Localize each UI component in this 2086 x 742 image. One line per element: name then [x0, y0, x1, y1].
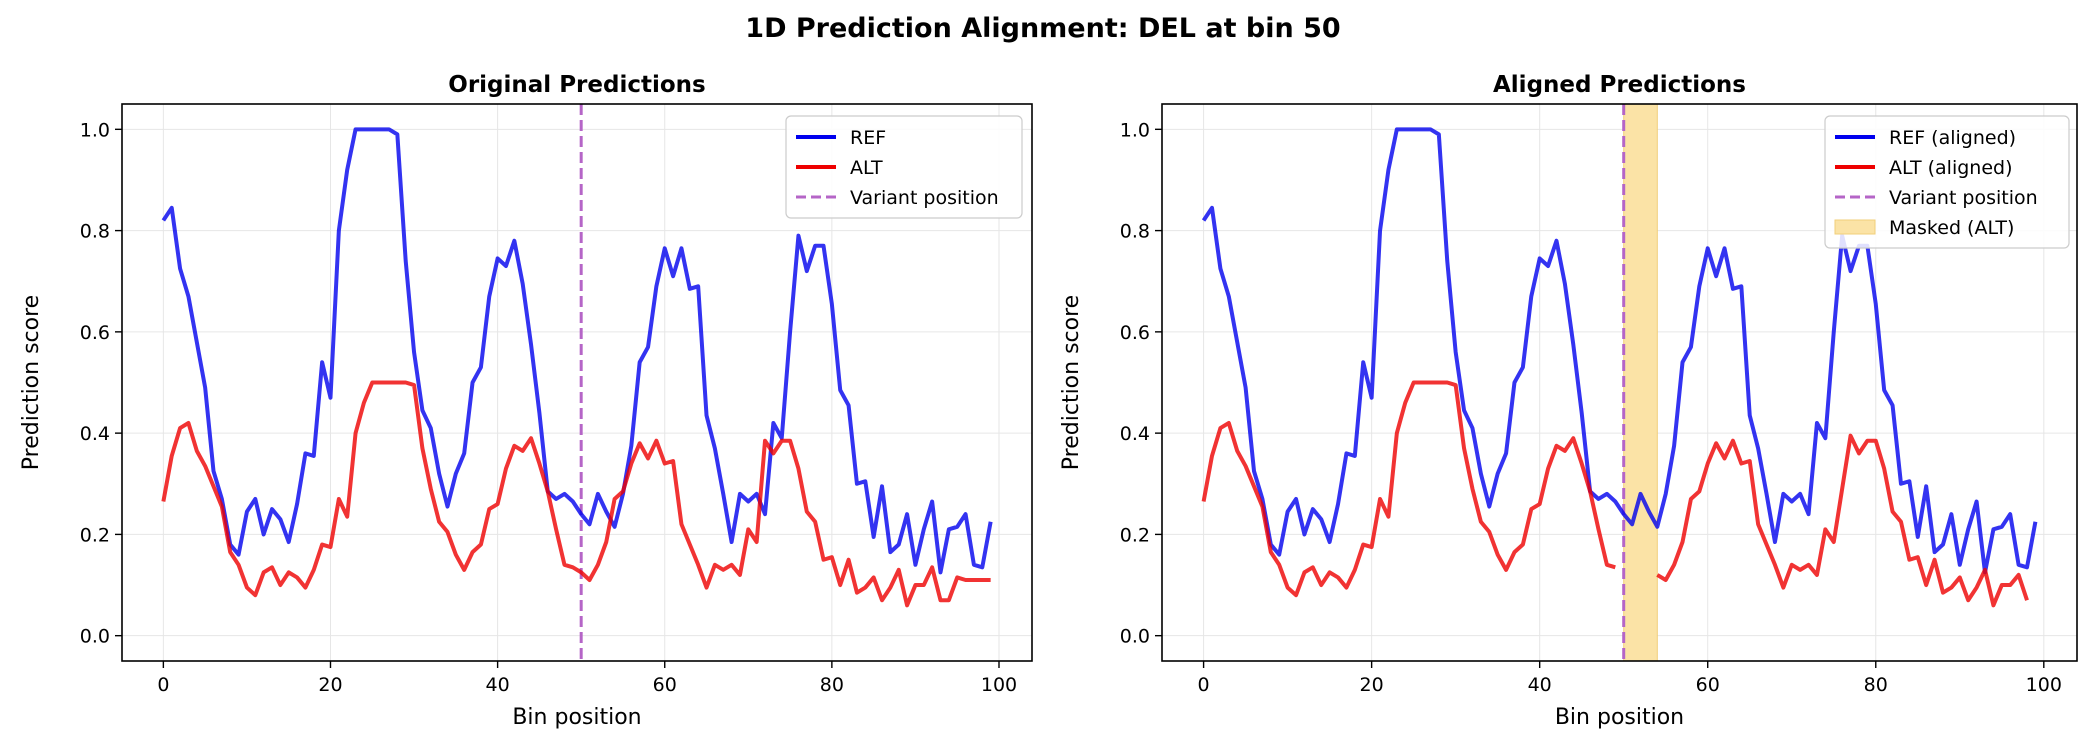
axes-frame [1161, 103, 2078, 662]
x-axis-label: Bin position [1555, 705, 1684, 730]
legend-label: REF (aligned) [1889, 127, 2016, 149]
panel-title: Original Predictions [448, 72, 705, 98]
legend-label: Masked (ALT) [1889, 217, 2014, 239]
legend: REF (aligned) ALT (aligned) Variant positi… [1824, 115, 2070, 249]
legend-label: ALT [850, 157, 883, 179]
y-tick-label: 0.2 [80, 524, 110, 546]
legend: REF ALT Variant position [785, 115, 1023, 219]
legend-label: Variant position [1889, 187, 2038, 209]
series-line-alt-aligned [1201, 380, 1616, 598]
x-tick-label: 20 [318, 674, 342, 696]
legend-label: REF [850, 127, 886, 149]
x-tick-label: 80 [820, 674, 844, 696]
panel-original: 0 20 40 60 80 100 0.0 0.2 0.4 0.6 0.8 1.0 Original P… [19, 72, 1033, 730]
figure-title: 1D Prediction Alignment: DEL at bin 50 [745, 13, 1340, 44]
x-tick-label: 20 [1360, 674, 1384, 696]
x-tick-label: 80 [1864, 674, 1888, 696]
series-line-ref [161, 127, 993, 575]
legend-label: Variant position [850, 187, 999, 209]
legend-swatch [1834, 219, 1876, 235]
series-line-alt [161, 380, 991, 608]
y-tick-label: 0.2 [1120, 524, 1150, 546]
legend-box [1824, 115, 2070, 249]
y-tick-label: 0.8 [80, 221, 110, 243]
y-axis-label: Prediction score [19, 295, 44, 470]
x-tick-label: 60 [653, 674, 677, 696]
panel-title: Aligned Predictions [1493, 72, 1746, 98]
x-tick-label: 60 [1696, 674, 1720, 696]
x-tick-label: 0 [157, 674, 169, 696]
legend-box [785, 115, 1023, 219]
x-tick-label: 100 [981, 674, 1017, 696]
y-tick-label: 1.0 [1120, 119, 1150, 141]
y-tick-label: 0.6 [80, 322, 110, 344]
y-axis-label: Prediction score [1059, 295, 1084, 470]
x-tick-label: 40 [1528, 674, 1552, 696]
series-line-alt-aligned [1656, 433, 2029, 608]
y-tick-label: 0.0 [80, 626, 110, 648]
legend-label: ALT (aligned) [1889, 157, 2013, 179]
panel-aligned: 0 20 40 60 80 100 0.0 0.2 0.4 0.6 0.8 1.0 Aligned Pr… [1059, 72, 2078, 730]
y-tick-label: 0.4 [80, 423, 110, 445]
y-tick-label: 0.0 [1120, 626, 1150, 648]
x-tick-label: 100 [2026, 674, 2062, 696]
y-tick-label: 0.6 [1120, 322, 1150, 344]
y-tick-label: 1.0 [80, 119, 110, 141]
x-axis-label: Bin position [512, 705, 641, 730]
y-tick-label: 0.8 [1120, 221, 1150, 243]
masked-region [1623, 103, 1658, 662]
y-tick-label: 0.4 [1120, 423, 1150, 445]
x-tick-label: 0 [1198, 674, 1210, 696]
x-tick-label: 40 [486, 674, 510, 696]
axes-frame [121, 103, 1033, 662]
series-line-ref-aligned [1201, 127, 2038, 575]
